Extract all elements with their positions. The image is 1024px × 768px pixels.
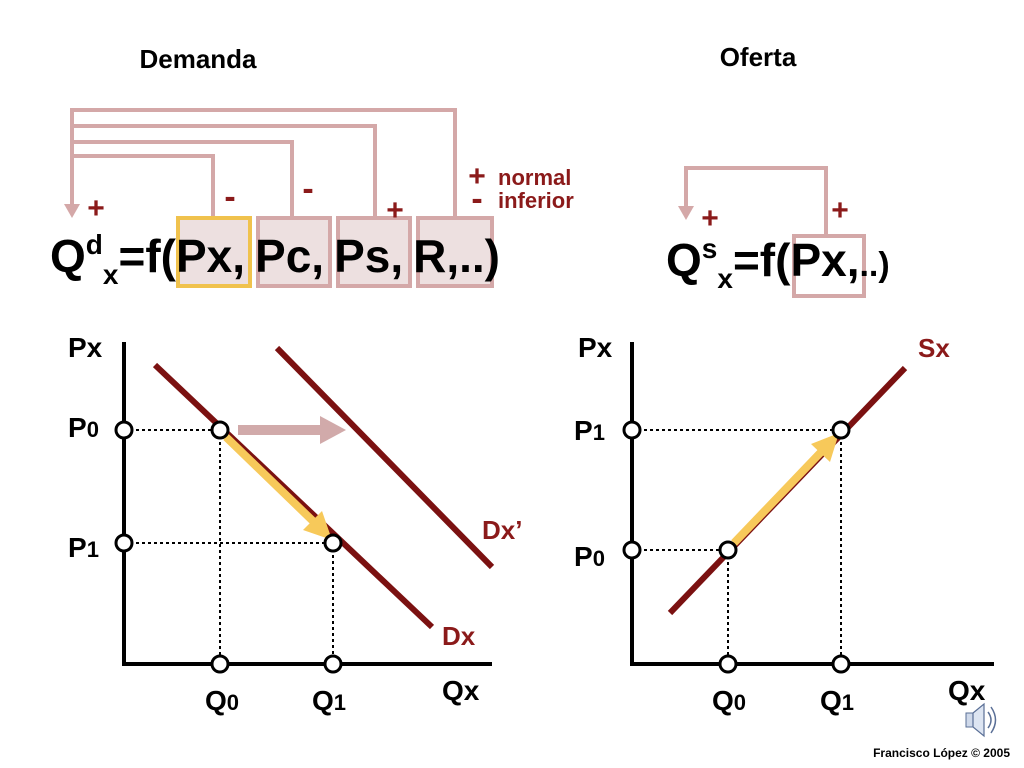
supply-sign-right: + [831,194,849,227]
supply-eq-sub: x [717,263,733,294]
supply-x-axis-label: Qx [948,675,986,706]
income-inferior-label: inferior [498,188,574,213]
supply-p1-label: P1 [574,415,605,446]
demand-curve-dx-shifted [274,345,495,570]
supply-q1-label: Q1 [820,685,854,716]
supply-y-axis-label: Px [578,332,613,363]
income-plus-sign: + [468,160,486,193]
supply-initial-point [718,540,738,560]
supply-px-box [792,234,866,298]
demand-equation: Qdx=f(Px, Pc, Ps, R,..) [50,229,500,290]
demand-graph: Px Qx P0 P1 Q0 Q1 Dx Dx’ [68,332,522,716]
demand-q0-point [210,654,230,674]
supply-p0-point [622,540,642,560]
supply-p0-label: P0 [574,541,605,572]
income-normal-label: normal [498,165,571,190]
demand-q0-label: Q0 [205,685,239,716]
demand-eq-sup: d [86,229,103,260]
supply-graph: Px Qx P1 P0 Q0 Q1 Sx [574,332,994,716]
supply-eq-sup: s [702,233,718,264]
sign-pc: - [224,178,235,216]
demand-curve-label: Dx [442,621,476,651]
demand-curve-dx [152,362,435,630]
pc-box [256,216,332,288]
income-minus-sign: - [471,180,482,218]
demand-p1-label: P1 [68,532,99,563]
demand-p1-point [114,533,134,553]
supply-eq-rest: ..) [859,246,889,284]
supply-movement-arrow [731,447,826,546]
demand-p0-label: P0 [68,412,99,443]
supply-q1-point [831,654,851,674]
supply-p1-point [622,420,642,440]
demand-y-axis-label: Px [68,332,103,363]
demand-title: Demanda [139,44,257,74]
demand-eq-arg-ps: Ps, [334,230,403,282]
supply-equation: Qsx=f(Px,..) [666,233,890,294]
supply-q0-label: Q0 [712,685,746,716]
px-box [176,216,252,288]
demand-connectors [70,108,457,218]
demand-shifted-curve-label: Dx’ [482,515,522,545]
supply-final-point [831,420,851,440]
sign-px: + [87,192,105,225]
supply-eq-body: =f( [733,234,791,286]
supply-curve-label: Sx [918,333,950,363]
demand-initial-point [210,420,230,440]
demand-p0-point [114,420,134,440]
demand-eq-sub: x [103,259,119,290]
demand-final-point [323,533,343,553]
demand-eq-arg-pc: Pc, [255,230,324,282]
demand-connector-arrowhead [64,204,80,218]
sign-ps: - [302,170,313,208]
demand-eq-arg-r: R,..) [413,230,500,282]
demand-movement-arrowhead [303,511,332,540]
supply-sign-left: + [701,202,719,235]
demand-eq-body: =f( [118,230,176,282]
supply-movement-arrowhead [811,433,839,462]
supply-title: Oferta [720,42,797,72]
demand-q1-point [323,654,343,674]
demand-x-axis-label: Qx [442,675,480,706]
ps-box [336,216,412,288]
demand-movement-arrow [223,434,319,527]
speaker-icon[interactable] [965,702,997,738]
supply-eq-q: Q [666,234,702,286]
supply-eq-arg: Px, [790,234,859,286]
demand-eq-q: Q [50,230,86,282]
supply-q0-point [718,654,738,674]
sign-r: + [386,194,404,227]
footer-credit: Francisco López © 2005 [873,746,1010,760]
demand-eq-arg-px: Px, [176,230,245,282]
r-box [416,216,494,288]
demand-shift-arrowhead [320,416,346,444]
demand-q1-label: Q1 [312,685,346,716]
supply-connector [684,166,828,236]
supply-connector-arrowhead [678,206,694,220]
